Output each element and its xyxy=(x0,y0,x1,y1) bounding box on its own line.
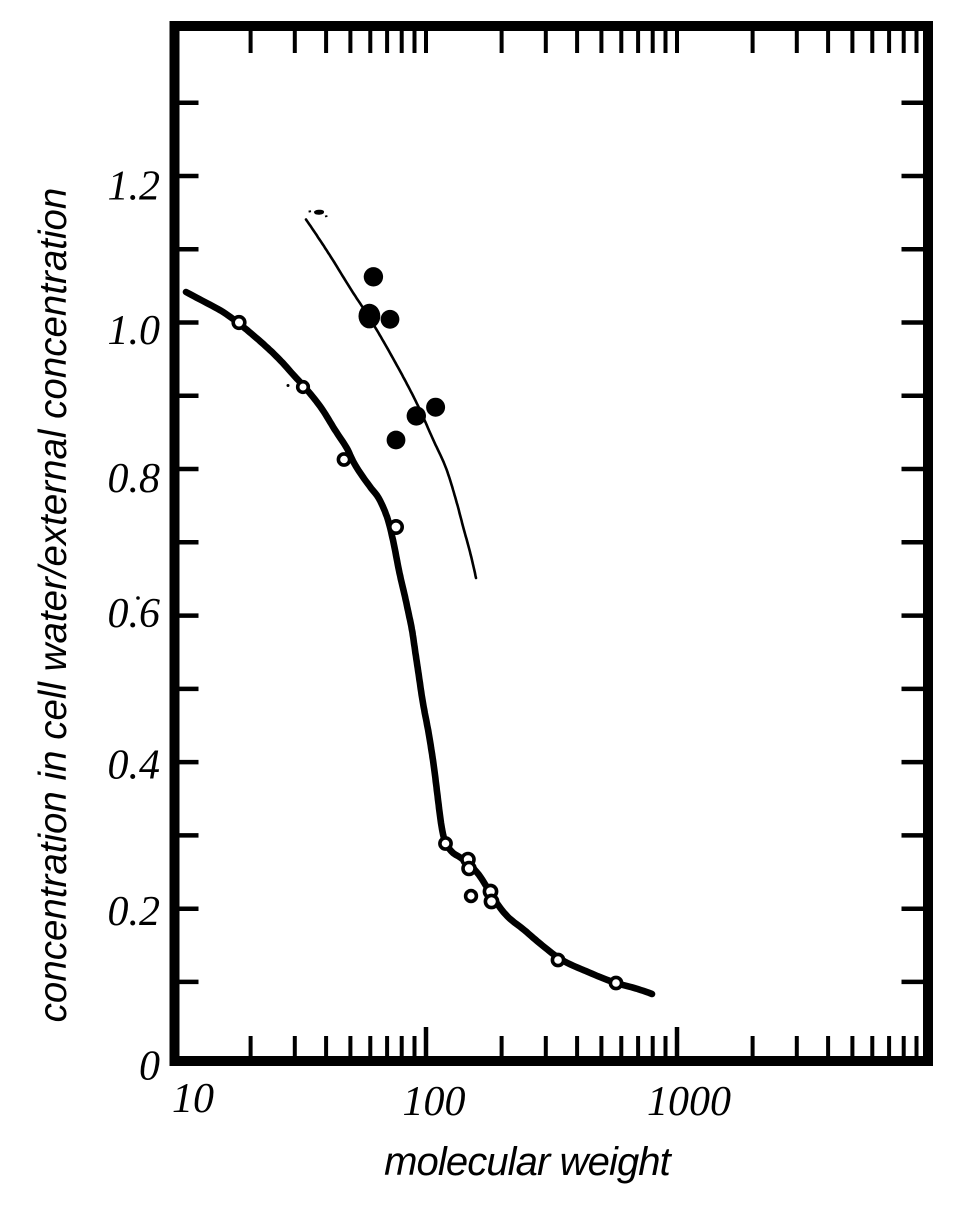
svg-text:0.8: 0.8 xyxy=(108,456,161,502)
svg-text:concentration in cell water/ex: concentration in cell water/external con… xyxy=(32,188,75,1023)
svg-text:0: 0 xyxy=(139,1044,160,1090)
svg-text:1.2: 1.2 xyxy=(108,164,161,210)
svg-text:1.0: 1.0 xyxy=(108,308,161,354)
svg-text:100: 100 xyxy=(403,1079,466,1125)
svg-text:0.6: 0.6 xyxy=(108,591,161,637)
svg-text:1000: 1000 xyxy=(647,1079,731,1125)
svg-text:molecular weight: molecular weight xyxy=(384,1140,673,1184)
svg-text:10: 10 xyxy=(172,1076,214,1122)
svg-text:0.2: 0.2 xyxy=(108,889,161,935)
svg-text:0.4: 0.4 xyxy=(108,743,161,789)
